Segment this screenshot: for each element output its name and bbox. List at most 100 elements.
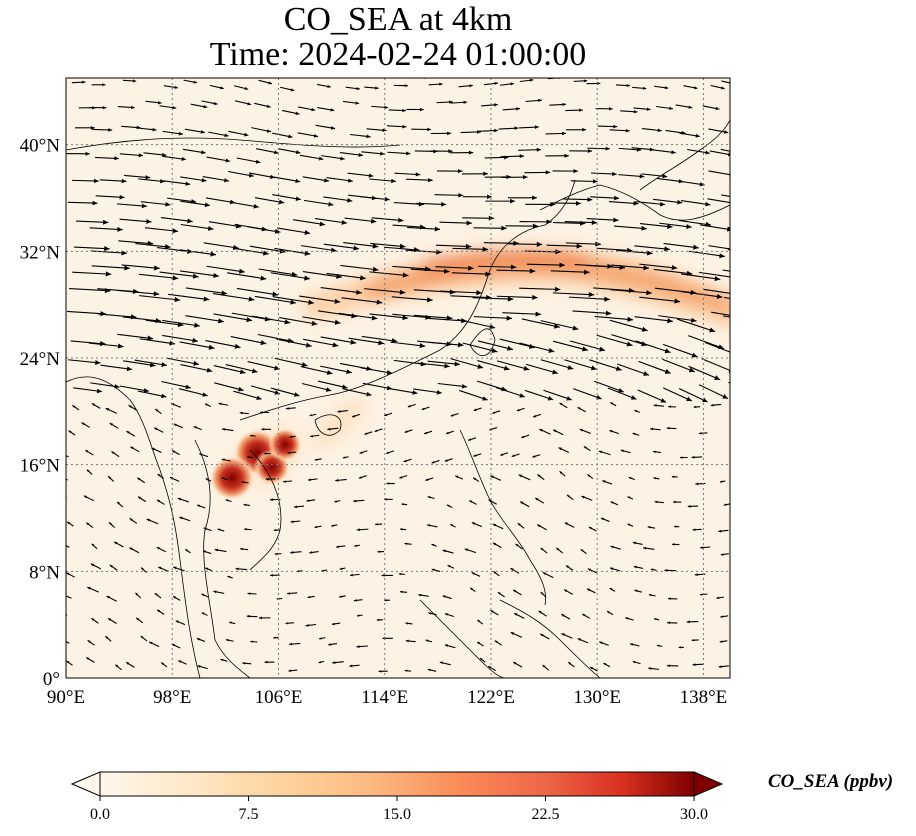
wind-arrow [579,428,591,434]
wind-arrow [462,342,498,353]
wind-arrow [225,363,258,374]
wind-arrow [436,169,463,174]
lon-tick-label: 138°E [680,687,728,708]
wind-arrow [437,382,468,389]
wind-arrow [184,548,191,554]
wind-arrow [587,568,598,574]
wind-arrow [85,522,94,528]
wind-arrow [345,86,360,91]
wind-arrow [501,174,528,180]
wind-arrow [633,107,651,111]
wind-arrow [653,477,660,480]
wind-arrow [588,526,597,532]
wind-arrow [427,360,460,367]
wind-arrow [698,384,729,400]
wind-arrow [718,665,730,668]
wind-arrow [570,179,598,184]
wind-arrow [675,104,693,109]
wind-arrow [109,422,119,429]
wind-arrow [488,499,497,505]
wind-arrow [356,645,368,649]
wind-arrow [235,567,248,571]
wind-arrow [136,127,157,132]
wind-arrow [525,363,559,375]
wind-arrow [650,568,657,571]
wind-arrow [647,526,656,529]
wind-arrow [270,573,280,577]
wind-arrow [540,320,579,331]
wind-arrow [594,315,634,322]
wind-arrow [692,528,702,532]
wind-arrow [242,662,252,665]
wind-arrow [218,402,229,406]
wind-arrow [317,107,335,112]
wind-vector-field [66,78,730,673]
wind-arrow [618,174,645,179]
wind-arrow [305,623,317,627]
wind-arrow [569,340,606,352]
map-frame [65,77,731,679]
wind-arrow [66,455,69,458]
wind-arrow [698,271,730,278]
wind-arrow [510,631,523,638]
wind-arrow [671,475,678,478]
wind-arrow [552,340,589,352]
wind-arrow [564,220,598,225]
wind-arrow [95,156,119,161]
wind-arrow [108,521,116,528]
wind-arrow [598,450,611,456]
wind-arrow [236,157,261,164]
wind-arrow [309,413,317,417]
wind-arrow [627,496,634,500]
wind-arrow [635,340,671,354]
wind-arrow [519,286,561,292]
wind-arrow [137,496,147,503]
wind-arrow [254,197,285,205]
wind-arrow [435,265,474,271]
wind-arrow [159,105,177,110]
wind-arrow [316,83,331,88]
wind-arrow [519,342,555,353]
wind-arrow [401,503,408,506]
wind-arrow [566,127,587,132]
wind-arrow [75,125,95,130]
wind-arrow [83,495,95,502]
wind-arrow [656,105,674,110]
wind-arrow [315,124,336,130]
wind-arrow [326,272,366,281]
wind-arrow [128,404,138,411]
wind-arrow [107,617,117,624]
colorbar-tick-label: 15.0 [383,806,411,823]
wind-arrow [81,422,91,428]
wind-arrow [680,199,711,207]
wind-arrow [666,426,677,430]
wind-arrow [668,405,677,408]
wind-arrow [540,547,548,554]
wind-arrow [561,613,571,620]
wind-arrow [115,664,123,671]
wind-arrow [595,107,613,111]
wind-arrow [427,668,437,672]
wind-arrow [121,264,160,271]
wind-arrow [354,544,360,547]
wind-arrow [356,614,363,617]
wind-arrow [285,621,295,625]
wind-arrow [309,551,319,554]
wind-arrow [179,341,215,350]
wind-arrow [711,311,730,316]
wind-arrow [477,128,499,133]
wind-arrow [281,109,300,116]
wind-arrow [302,316,341,325]
wind-arrow [71,178,99,184]
wind-arrow [639,223,673,229]
wind-arrow [589,666,598,672]
wind-arrow [297,132,319,138]
wind-arrow [145,100,162,105]
wind-arrow [206,156,231,163]
wind-arrow [679,456,688,459]
wind-arrow [301,382,332,392]
wind-arrow [426,524,438,528]
wind-arrow [213,590,225,594]
wind-arrow [440,290,482,296]
wind-arrow [603,662,611,668]
